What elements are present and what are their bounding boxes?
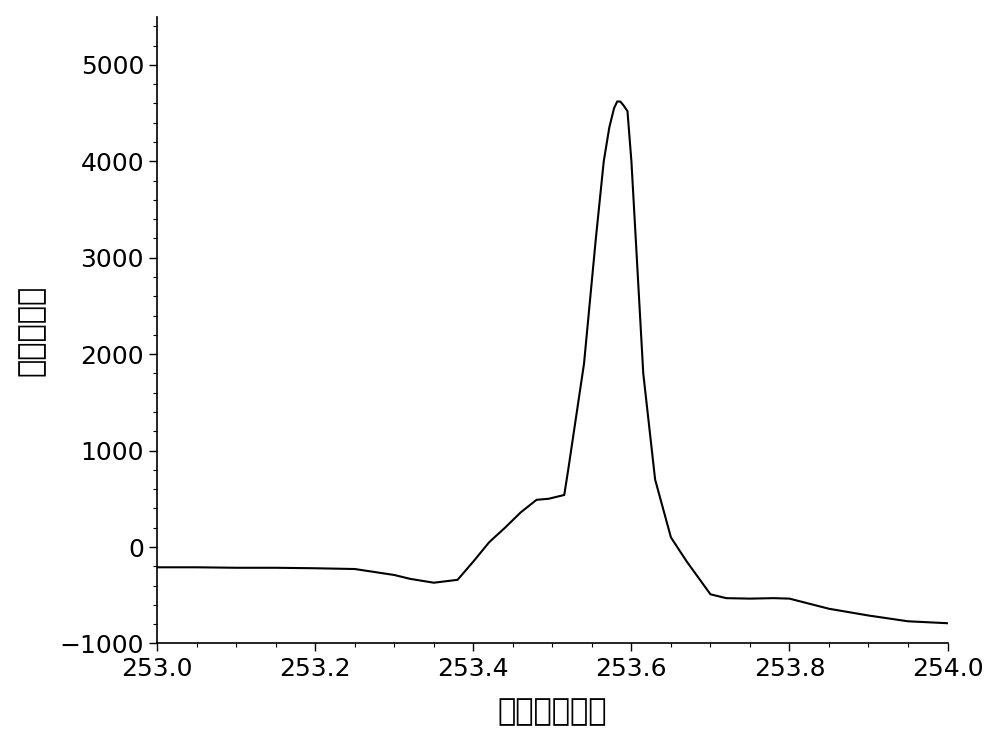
Y-axis label: 净信号强度: 净信号强度 — [17, 285, 46, 376]
X-axis label: 波长（纳米）: 波长（纳米） — [498, 698, 607, 727]
